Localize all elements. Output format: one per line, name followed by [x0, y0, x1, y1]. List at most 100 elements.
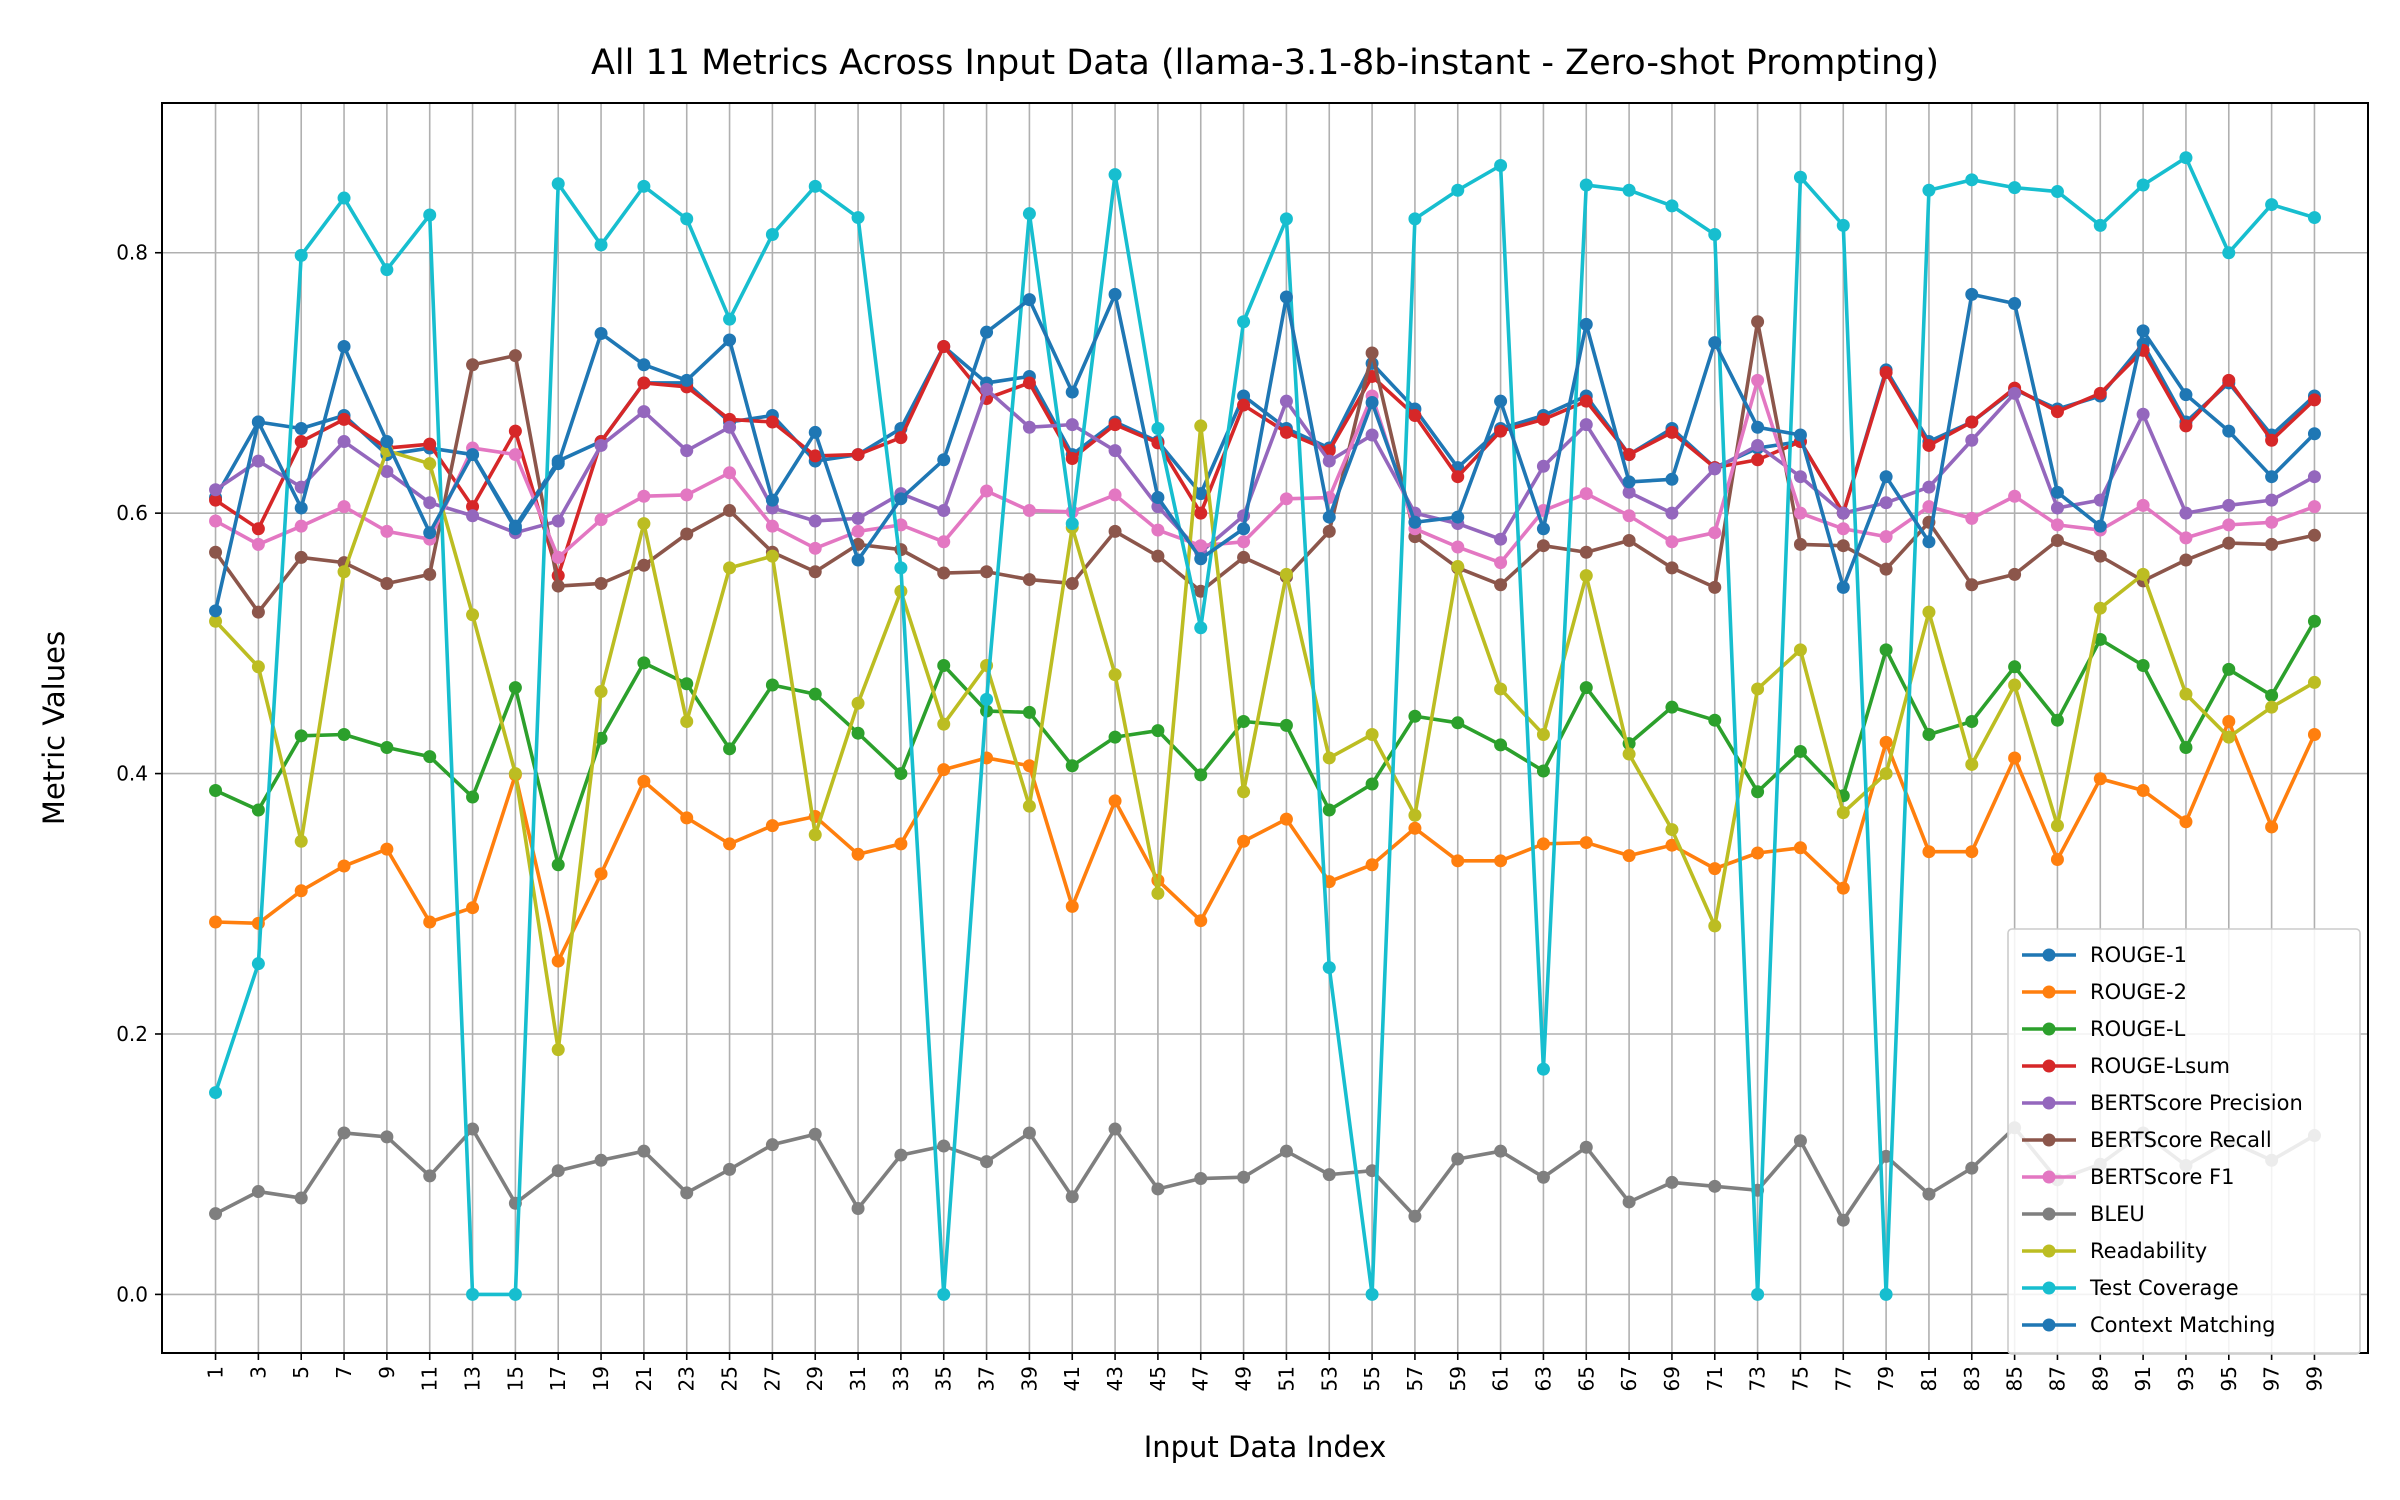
data-point	[937, 453, 951, 467]
data-point	[294, 884, 308, 898]
data-point	[1965, 415, 1979, 429]
data-point	[1836, 218, 1850, 232]
data-point	[2179, 687, 2193, 701]
data-point	[1622, 849, 1636, 863]
data-point	[1151, 422, 1165, 436]
data-point	[1879, 530, 1893, 544]
data-point	[1365, 346, 1379, 360]
data-point	[551, 457, 565, 471]
data-point	[1965, 757, 1979, 771]
data-point	[251, 660, 265, 674]
data-point	[294, 834, 308, 848]
data-point	[1237, 389, 1251, 403]
data-point	[2307, 393, 2321, 407]
data-point	[851, 726, 865, 740]
x-tick-label: 61	[1489, 1366, 1513, 1391]
y-axis-label: Metric Values	[37, 631, 71, 825]
x-tick-label: 49	[1232, 1366, 1256, 1391]
data-point	[680, 373, 694, 387]
series-bertscore-precision	[209, 382, 2321, 559]
data-point	[2050, 518, 2064, 532]
legend-item: BERTScore Recall	[2022, 1128, 2272, 1152]
legend-label: ROUGE-Lsum	[2090, 1054, 2230, 1078]
data-point	[1708, 462, 1722, 476]
data-point	[1237, 535, 1251, 549]
x-tick-label: 87	[2045, 1366, 2069, 1391]
data-point	[1494, 532, 1508, 546]
data-point	[1665, 199, 1679, 213]
x-tick-label: 55	[1360, 1366, 1384, 1391]
data-point	[1065, 899, 1079, 913]
data-point	[765, 819, 779, 833]
data-point	[1836, 806, 1850, 820]
data-point	[637, 376, 651, 390]
data-point	[808, 565, 822, 579]
data-point	[1451, 510, 1465, 524]
data-point	[466, 500, 480, 514]
data-point	[1065, 385, 1079, 399]
data-point	[2265, 820, 2279, 834]
data-point	[2265, 198, 2279, 212]
x-tick-label: 71	[1703, 1366, 1727, 1391]
data-point	[1793, 170, 1807, 184]
legend-item: Readability	[2022, 1239, 2207, 1263]
data-point	[1237, 714, 1251, 728]
data-point	[2179, 151, 2193, 165]
data-point	[1751, 785, 1765, 799]
data-point	[423, 208, 437, 222]
data-point	[294, 248, 308, 262]
data-point	[1194, 487, 1208, 501]
data-point	[1022, 420, 1036, 434]
series-line	[214, 424, 2316, 1052]
data-point	[765, 549, 779, 563]
data-point	[1536, 539, 1550, 553]
data-point	[637, 517, 651, 531]
x-tick-label: 69	[1660, 1366, 1684, 1391]
data-point	[2307, 470, 2321, 484]
data-point	[2050, 534, 2064, 547]
data-point	[1879, 496, 1893, 510]
data-point	[680, 212, 694, 226]
data-point	[2008, 181, 2022, 195]
data-point	[1708, 919, 1722, 933]
data-point	[337, 1126, 351, 1140]
legend-item: BLEU	[2022, 1202, 2145, 1226]
series-line	[215, 719, 2317, 963]
x-tick-label: 15	[503, 1366, 527, 1391]
data-point	[1751, 373, 1765, 387]
data-point	[2136, 324, 2150, 338]
data-point	[1708, 580, 1722, 594]
data-point	[1279, 212, 1293, 226]
x-tick-label: 3	[246, 1366, 270, 1379]
data-point	[637, 489, 651, 503]
data-point	[1408, 212, 1422, 226]
data-point	[1194, 552, 1208, 566]
x-tick-label: 75	[1788, 1366, 1812, 1391]
data-point	[1194, 768, 1208, 782]
data-point	[1879, 366, 1893, 380]
data-point	[2179, 531, 2193, 545]
x-tick-label: 23	[675, 1366, 699, 1391]
series-line	[214, 378, 2316, 565]
chart-title: All 11 Metrics Across Input Data (llama-…	[591, 43, 1939, 83]
data-point	[1708, 526, 1722, 540]
data-point	[594, 576, 608, 590]
data-point	[2008, 386, 2022, 400]
data-point	[1322, 1168, 1336, 1182]
data-point	[1622, 1195, 1636, 1209]
legend: ROUGE-1 ROUGE-2 ROUGE-L ROUGE-Lsum BERTScore…	[2007, 928, 2361, 1355]
data-point	[1022, 376, 1036, 390]
data-point	[851, 524, 865, 538]
data-point	[765, 519, 779, 533]
data-point	[1665, 506, 1679, 520]
data-point	[1151, 549, 1165, 563]
data-point	[1751, 453, 1765, 467]
data-point	[1408, 808, 1422, 822]
data-point	[723, 1162, 737, 1176]
data-point	[380, 524, 394, 538]
data-point	[1022, 799, 1036, 813]
data-point	[423, 915, 437, 929]
data-point	[1365, 395, 1379, 409]
data-point	[380, 741, 394, 755]
legend-swatch-marker	[2042, 1244, 2056, 1258]
